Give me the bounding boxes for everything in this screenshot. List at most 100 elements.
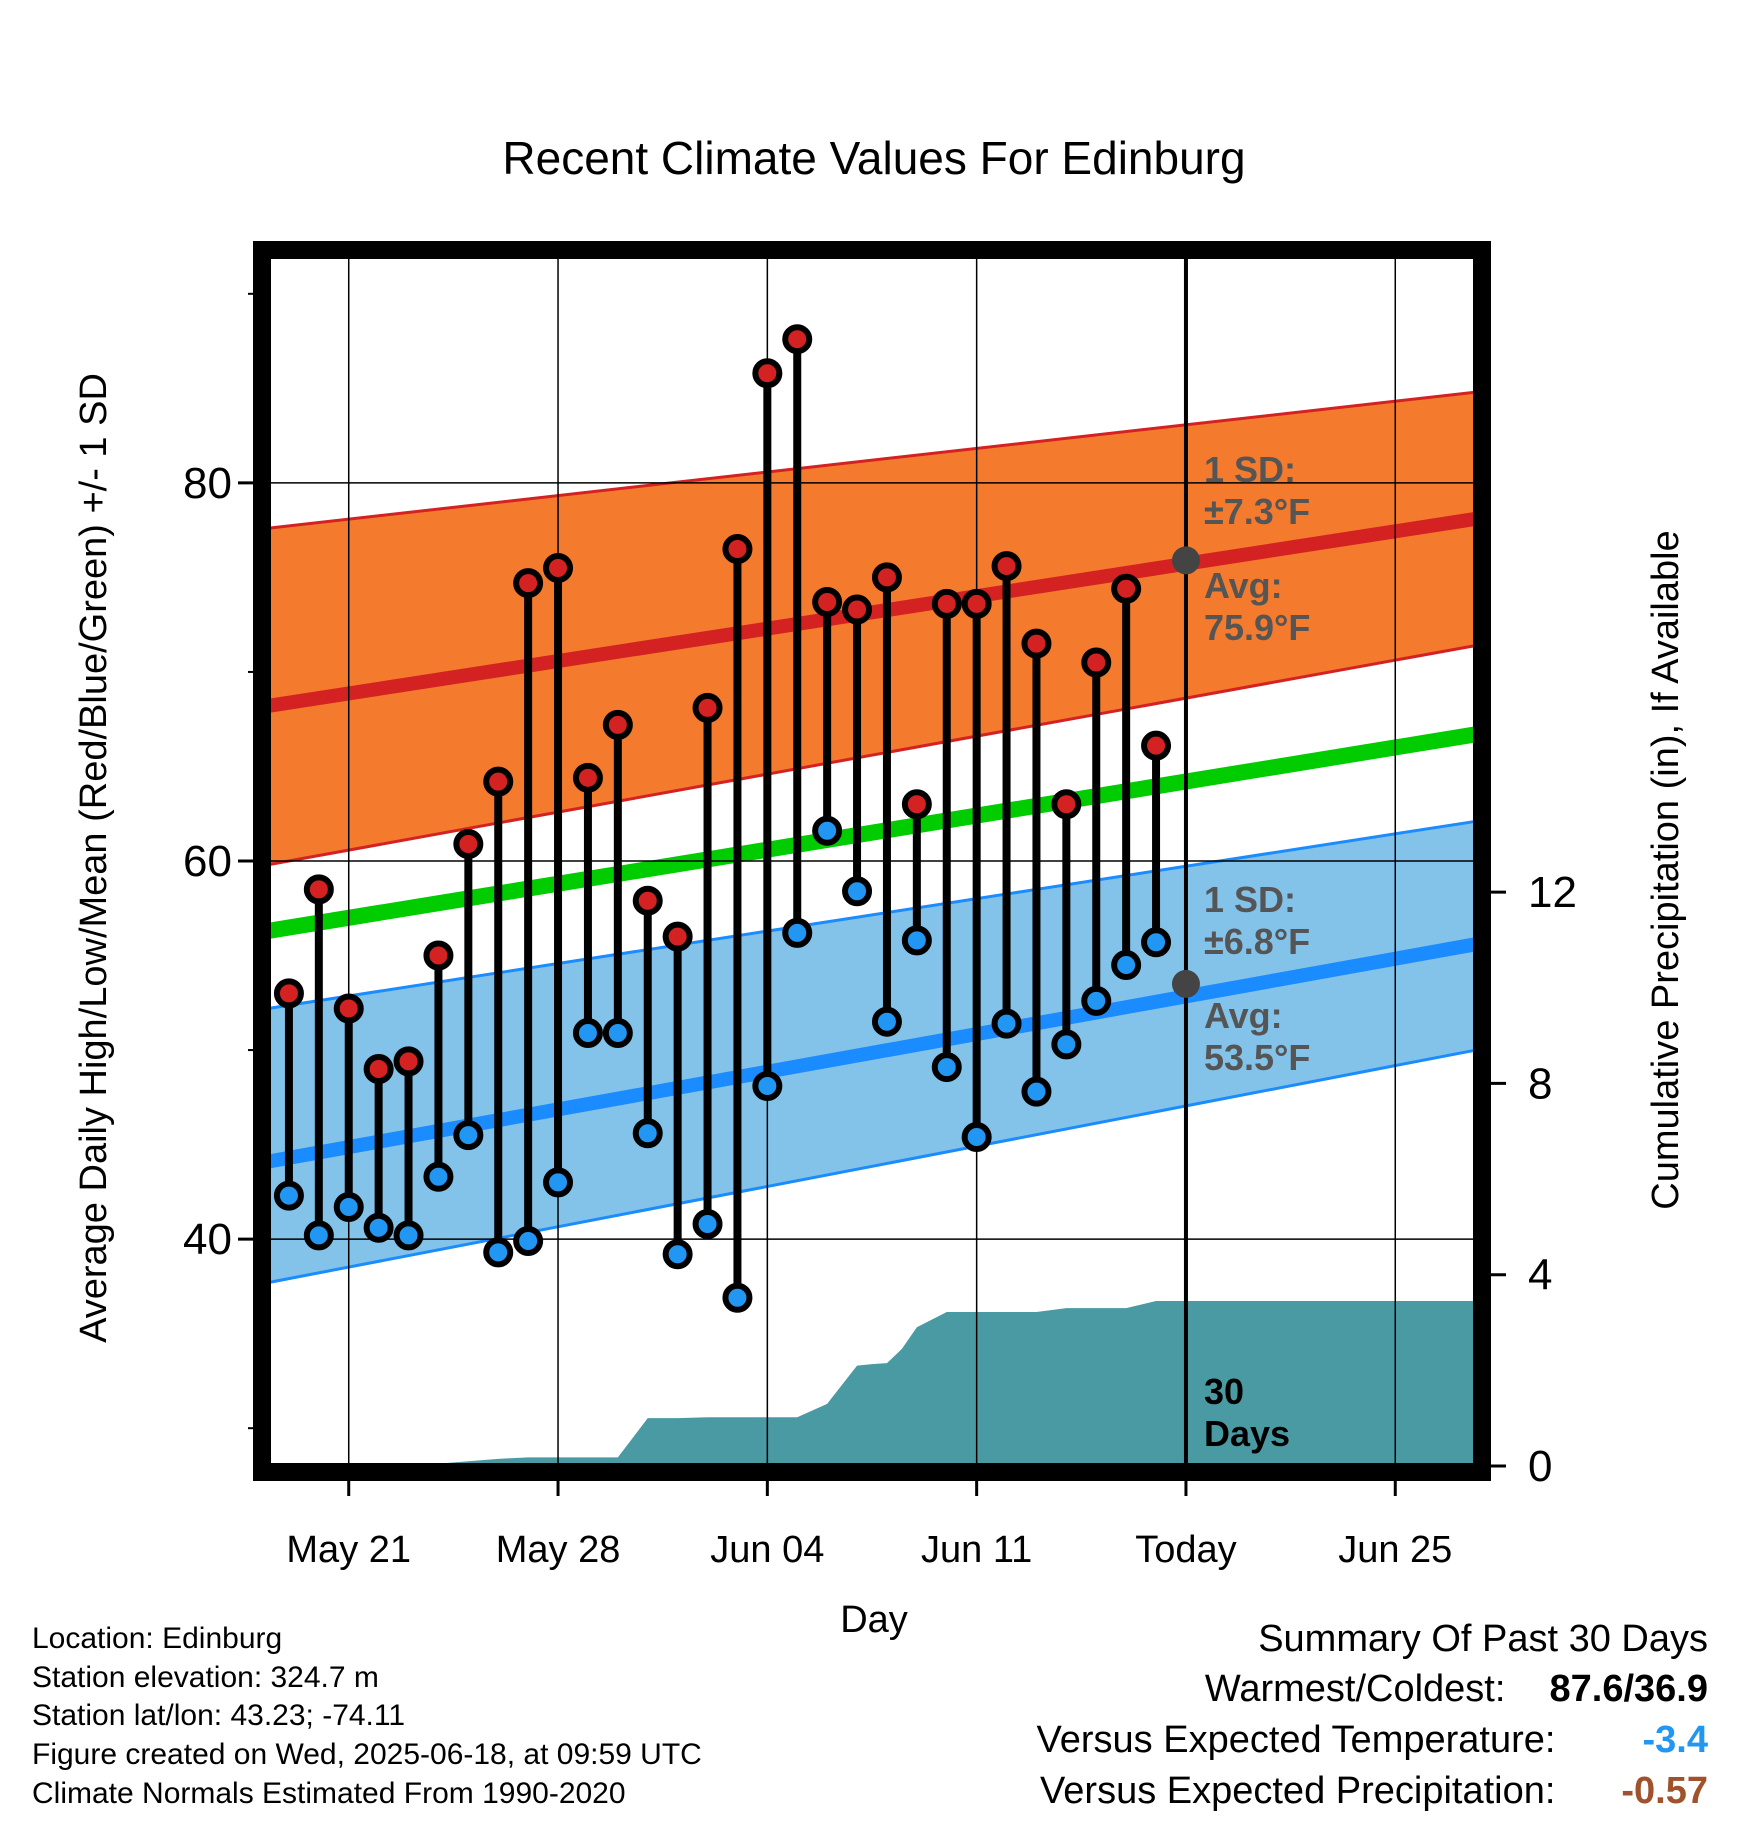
high-temp-point (662, 921, 693, 952)
summary-temp: Versus Expected Temperature: -3.4 (1037, 1719, 1708, 1762)
low-temp-point (572, 1018, 603, 1049)
footer-elevation: Station elevation: 324.7 m (32, 1661, 379, 1694)
high-temp-point (1141, 730, 1172, 761)
high-temp-point (931, 588, 962, 619)
temp-value: -3.4 (1642, 1719, 1708, 1761)
y-axis-label: Average Daily High/Low/Mean (Red/Blue/Gr… (73, 373, 115, 1343)
high-temp-point (842, 594, 873, 625)
summary-title: Summary Of Past 30 Days (1258, 1618, 1708, 1660)
high-temp-point (812, 586, 843, 617)
low-temp-point (423, 1161, 454, 1192)
high-temp-point (1111, 573, 1142, 604)
low-avg-value: 53.5°F (1204, 1037, 1310, 1078)
low-temp-point (632, 1118, 663, 1149)
high-temp-point (543, 552, 574, 583)
low-temp-point (513, 1226, 544, 1257)
y-tick-label: 80 (183, 459, 232, 508)
y2-tick-label: 8 (1528, 1059, 1552, 1108)
low-temp-point (483, 1237, 514, 1268)
high-temp-point (453, 828, 484, 859)
low-temp-point (842, 876, 873, 907)
high-temp-point (1081, 647, 1112, 678)
daily-range-layer (273, 324, 1172, 1313)
low-temp-point (602, 1018, 633, 1049)
low-temp-point (991, 1008, 1022, 1039)
summary-warm-cold: Warmest/Coldest: 87.6/36.9 (1205, 1668, 1708, 1711)
high-avg-value: 75.9°F (1204, 607, 1310, 648)
summary-precip: Versus Expected Precipitation: -0.57 (1040, 1770, 1708, 1813)
high-temp-point (273, 978, 304, 1009)
low-temp-point (303, 1220, 334, 1251)
today-high-avg-dot (1171, 546, 1200, 575)
y-tick-label: 40 (183, 1215, 232, 1264)
low-temp-point (752, 1070, 783, 1101)
x-tick-label: May 21 (286, 1529, 411, 1571)
footer-created: Figure created on Wed, 2025-06-18, at 09… (32, 1738, 702, 1771)
high-temp-point (871, 562, 902, 593)
low-temp-point (1111, 949, 1142, 980)
low-temp-point (1081, 985, 1112, 1016)
high-temp-point (333, 993, 364, 1024)
high-temp-point (692, 692, 723, 723)
low-temp-point (871, 1006, 902, 1037)
precip-value: -0.57 (1621, 1770, 1708, 1812)
footer-location: Location: Edinburg (32, 1622, 283, 1655)
window-count: 30 (1204, 1371, 1244, 1412)
low-avg-label: Avg: (1204, 995, 1283, 1036)
low-temp-point (393, 1220, 424, 1251)
high-temp-point (303, 874, 334, 905)
low-temp-point (782, 917, 813, 948)
high-temp-point (901, 789, 932, 820)
high-temp-point (991, 551, 1022, 582)
low-temp-point (692, 1209, 723, 1239)
footer-normals: Climate Normals Estimated From 1990-2020 (32, 1777, 626, 1810)
low-sd-label: 1 SD: (1204, 879, 1296, 920)
precip-area (268, 1301, 1476, 1466)
plot-frame (253, 241, 1491, 1481)
y2-tick-label: 4 (1528, 1251, 1552, 1300)
axis-ticks-layer: 40 60 80 0 4 8 12 May 21 May 28 Jun 04 Jun 11 Today… (183, 292, 1577, 1571)
low-temp-point (543, 1167, 574, 1198)
high-avg-line (266, 511, 1478, 713)
low-temp-point (273, 1180, 304, 1211)
low-sd-value: ±6.8°F (1204, 921, 1310, 962)
high-temp-point (1021, 628, 1052, 659)
plot-frame-layer (253, 241, 1491, 1481)
high-temp-point (572, 762, 603, 793)
low-temp-point (931, 1052, 962, 1083)
low-temp-point (1021, 1076, 1052, 1107)
high-sd-band-lower-edge (267, 643, 1477, 867)
high-temp-point (722, 534, 753, 565)
x-tick-label: Today (1135, 1529, 1236, 1571)
warm-cold-value: 87.6/36.9 (1549, 1668, 1708, 1710)
chart-title: Recent Climate Values For Edinburg (502, 132, 1245, 184)
low-temp-point (901, 925, 932, 956)
x-tick-label: Jun 11 (921, 1529, 1032, 1571)
low-temp-point (333, 1191, 364, 1222)
y2-tick-label: 12 (1528, 868, 1577, 917)
y-tick-label: 60 (183, 837, 232, 886)
high-temp-point (423, 940, 454, 971)
low-temp-point (812, 815, 843, 846)
low-temp-point (722, 1282, 753, 1313)
temp-label: Versus Expected Temperature: (1036, 1719, 1556, 1761)
high-temp-point (752, 358, 783, 389)
y2-axis-label: Cumulative Precipitation (in), If Availa… (1645, 530, 1687, 1209)
high-avg-label: Avg: (1204, 565, 1283, 606)
warm-cold-label: Warmest/Coldest: (1204, 1668, 1506, 1710)
high-sd-band (268, 392, 1476, 865)
low-temp-point (363, 1212, 394, 1243)
precip-label: Versus Expected Precipitation: (1040, 1770, 1556, 1812)
low-temp-point (662, 1239, 693, 1270)
high-sd-label: 1 SD: (1204, 449, 1296, 490)
high-temp-point (961, 588, 992, 619)
low-temp-point (961, 1122, 992, 1153)
low-temp-point (453, 1120, 484, 1151)
low-sd-band-lower-edge (267, 1048, 1477, 1285)
footer-latlon: Station lat/lon: 43.23; -74.11 (32, 1699, 406, 1732)
high-temp-point (602, 709, 633, 740)
low-temp-point (1141, 927, 1172, 958)
low-temp-point (1051, 1029, 1082, 1060)
